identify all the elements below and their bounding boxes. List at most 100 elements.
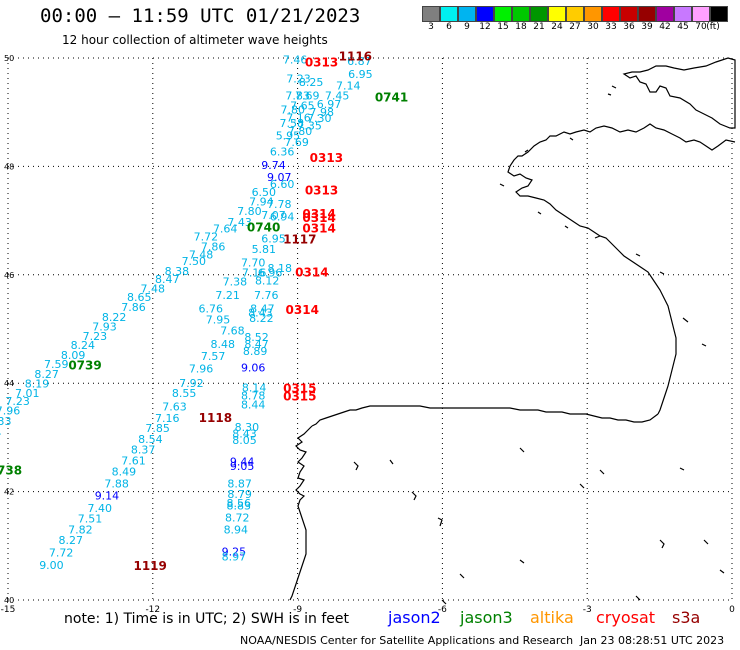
wave-height-value: 8.79: [227, 488, 252, 501]
wave-height-value: 7.33: [0, 415, 12, 428]
latitude-tick-label: 50: [4, 54, 14, 63]
wave-height-value: 7.96: [0, 405, 20, 418]
wave-height-value: 6.95: [348, 68, 373, 81]
wave-height-value: 8.78: [241, 389, 266, 402]
wave-height-value: 7.86: [201, 240, 226, 253]
wave-height-value: 7.68: [220, 324, 245, 337]
mission-legend-item: jason2: [388, 608, 441, 627]
wave-height-value: 7.21: [215, 289, 240, 302]
wave-height-value: 6.97: [317, 98, 342, 111]
wave-height-value: 8.27: [58, 534, 83, 547]
wave-height-value: 7.23: [83, 330, 108, 343]
wave-height-value: 7.46: [283, 53, 308, 66]
legend-swatch: [710, 6, 728, 22]
wave-height-value: 6.95: [261, 232, 286, 245]
pass-time-label: 0314: [302, 207, 335, 221]
coastline-cornwall: [622, 57, 736, 129]
wave-height-value: 6.50: [252, 186, 277, 199]
wave-height-value: 9.06: [241, 361, 266, 374]
wave-height-value: 9.07: [267, 171, 292, 184]
pass-time-label: 0740: [247, 220, 280, 234]
wave-height-value: 7.64: [213, 223, 238, 236]
wave-height-value: 7.48: [141, 283, 166, 296]
generation-timestamp: Jan 23 08:28:51 UTC 2023: [580, 634, 725, 647]
legend-swatch: [692, 6, 710, 22]
wave-height-value: 7.82: [68, 523, 93, 536]
wave-height-value: 7.72: [194, 231, 219, 244]
wave-height-value: 7.88: [104, 477, 129, 490]
wave-height-value: 7.85: [145, 422, 170, 435]
latitude-tick-label: 40: [4, 596, 14, 605]
wave-height-value: 8.43: [232, 427, 257, 440]
pass-time-label: 0314: [302, 222, 335, 236]
wave-height-value: 7.23: [286, 72, 311, 85]
longitude-tick-label: -6: [438, 605, 447, 615]
wave-height-value: 7.16: [242, 266, 267, 279]
wave-height-value: 7.45: [325, 90, 350, 103]
wave-height-value: 7.48: [189, 249, 214, 262]
page-title: 00:00 – 11:59 UTC 01/21/2023: [40, 5, 361, 27]
legend-label: 3: [428, 22, 434, 32]
longitude-tick-label: -9: [293, 605, 302, 615]
wave-height-value: 6.76: [198, 303, 223, 316]
wave-height-value: 6.96: [258, 266, 283, 279]
wave-height-value: 7.23: [5, 395, 30, 408]
legend-swatch: [422, 6, 440, 22]
legend-label: 9: [464, 22, 470, 32]
pass-time-label: 0738: [0, 463, 22, 477]
wave-height-value: 7.43: [227, 216, 252, 229]
wave-height-value: 6.36: [270, 146, 295, 159]
legend-swatch: [602, 6, 620, 22]
pass-time-label: 0313: [305, 184, 338, 198]
wave-height-value: 8.54: [138, 433, 163, 446]
wave-height-value: 8.65: [127, 291, 152, 304]
wave-height-value: 7.01: [15, 387, 40, 400]
wave-height-value: 7.78: [267, 198, 292, 211]
wave-height-value: 7.70: [241, 257, 266, 270]
wave-height-value: 8.83: [226, 499, 251, 512]
legend-swatch: [584, 6, 602, 22]
legend-swatch: [512, 6, 530, 22]
coastline-north-spain: [311, 405, 659, 427]
wave-height-value: 7.51: [78, 512, 103, 525]
wave-height-value: 8.37: [131, 444, 156, 457]
wave-height-value: 8.44: [241, 399, 266, 412]
legend-swatch: [440, 6, 458, 22]
wave-height-value: 8.47: [244, 338, 269, 351]
pass-time-label: 0315: [283, 390, 316, 404]
pass-time-label: 0315: [283, 381, 316, 395]
wave-height-value: 7.86: [121, 301, 146, 314]
legend-label: 30: [587, 22, 599, 32]
pass-time-label: 1119: [133, 559, 166, 573]
wave-height-value: 8.22: [102, 311, 127, 324]
wave-height-value: 7.98: [309, 106, 334, 119]
wave-height-value: 7.65: [290, 99, 315, 112]
wave-height-value: 8.47: [155, 273, 180, 286]
legend-label: 27: [569, 22, 581, 32]
legend-label: 18: [515, 22, 527, 32]
wave-height-value: 7.35: [297, 120, 322, 133]
wave-height-value: 8.87: [227, 477, 252, 490]
wave-height-value: 7.80: [288, 125, 313, 138]
latitude-tick-label: 42: [4, 488, 14, 497]
legend-swatch: [656, 6, 674, 22]
legend-swatch: [458, 6, 476, 22]
legend-label: 15: [497, 22, 509, 32]
wave-height-value: 8.30: [235, 421, 260, 434]
legend-swatch: [566, 6, 584, 22]
wave-height-value: 8.43: [248, 307, 273, 320]
wave-height-value: 7.58: [280, 117, 305, 130]
wave-height-value: 8.19: [25, 378, 50, 391]
wave-height-value: 7.38: [223, 276, 248, 289]
wave-height-value: 7.16: [155, 412, 180, 425]
wave-height-value: 7.95: [206, 314, 231, 327]
wave-height-value: 9.00: [39, 559, 64, 572]
longitude-tick-label: -3: [583, 605, 592, 615]
legend-swatch: [530, 6, 548, 22]
legend-label: 6: [446, 22, 452, 32]
wave-height-value: 6.94: [270, 211, 295, 224]
coastline-galicia: [289, 425, 313, 601]
wave-height-value: 7.40: [87, 502, 112, 515]
